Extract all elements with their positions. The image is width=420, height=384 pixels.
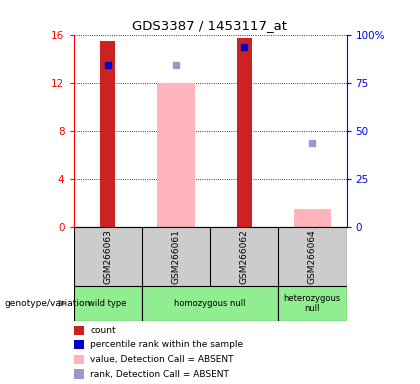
Text: rank, Detection Call = ABSENT: rank, Detection Call = ABSENT [90,369,229,379]
Bar [74,340,84,349]
Text: value, Detection Call = ABSENT: value, Detection Call = ABSENT [90,355,234,364]
FancyBboxPatch shape [74,227,346,286]
Text: GSM266063: GSM266063 [103,229,112,284]
Title: GDS3387 / 1453117_at: GDS3387 / 1453117_at [132,19,288,32]
Text: genotype/variation: genotype/variation [4,299,90,308]
FancyBboxPatch shape [278,286,346,321]
Text: percentile rank within the sample: percentile rank within the sample [90,340,244,349]
Bar [100,41,115,227]
Bar [236,38,252,227]
Bar [294,209,331,227]
Text: homozygous null: homozygous null [174,299,246,308]
FancyBboxPatch shape [74,286,142,321]
Text: GSM266061: GSM266061 [171,229,180,284]
Bar [74,369,84,379]
Text: wild type: wild type [88,299,127,308]
Text: count: count [90,326,116,335]
Bar [74,355,84,364]
Bar [157,83,194,227]
FancyBboxPatch shape [142,286,278,321]
Bar [74,326,84,335]
Text: GSM266064: GSM266064 [308,229,317,284]
Text: GSM266062: GSM266062 [240,229,249,284]
Text: heterozygous
null: heterozygous null [284,294,341,313]
